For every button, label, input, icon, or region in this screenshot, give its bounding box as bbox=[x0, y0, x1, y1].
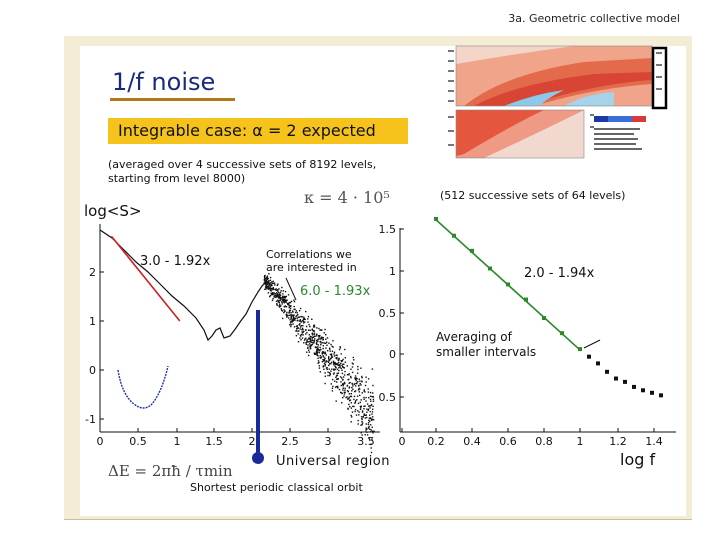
correlations-annotation: Correlations we are interested in bbox=[266, 248, 357, 274]
delta-e-formula: ΔE = 2πħ / τmin bbox=[108, 462, 233, 480]
slide-header: 3a. Geometric collective model bbox=[508, 12, 680, 25]
x-axis-label: log f bbox=[620, 450, 656, 469]
universal-region-label: Universal region bbox=[276, 454, 390, 469]
averaging-annotation: Averaging of smaller intervals bbox=[436, 330, 537, 359]
fit-left-label: 3.0 - 1.92x bbox=[140, 254, 211, 269]
averaging-note: (averaged over 4 successive sets of 8192… bbox=[108, 158, 377, 185]
fit-mid-label: 6.0 - 1.93x bbox=[300, 284, 371, 299]
frame-rule bbox=[64, 519, 692, 520]
highlight-box bbox=[651, 46, 668, 110]
title-underline bbox=[110, 98, 235, 101]
integrable-banner: Integrable case: α = 2 expected bbox=[108, 118, 408, 144]
slide-title: 1/f noise bbox=[112, 68, 216, 96]
kappa-formula: κ = 4 · 10⁵ bbox=[304, 188, 390, 207]
y-axis-label: log<S> bbox=[84, 202, 142, 220]
fit-right-label: 2.0 - 1.94x bbox=[524, 266, 595, 281]
sets-note: (512 successive sets of 64 levels) bbox=[440, 189, 626, 202]
spectrogram-image bbox=[448, 45, 668, 159]
shortest-orbit-label: Shortest periodic classical orbit bbox=[190, 481, 363, 494]
